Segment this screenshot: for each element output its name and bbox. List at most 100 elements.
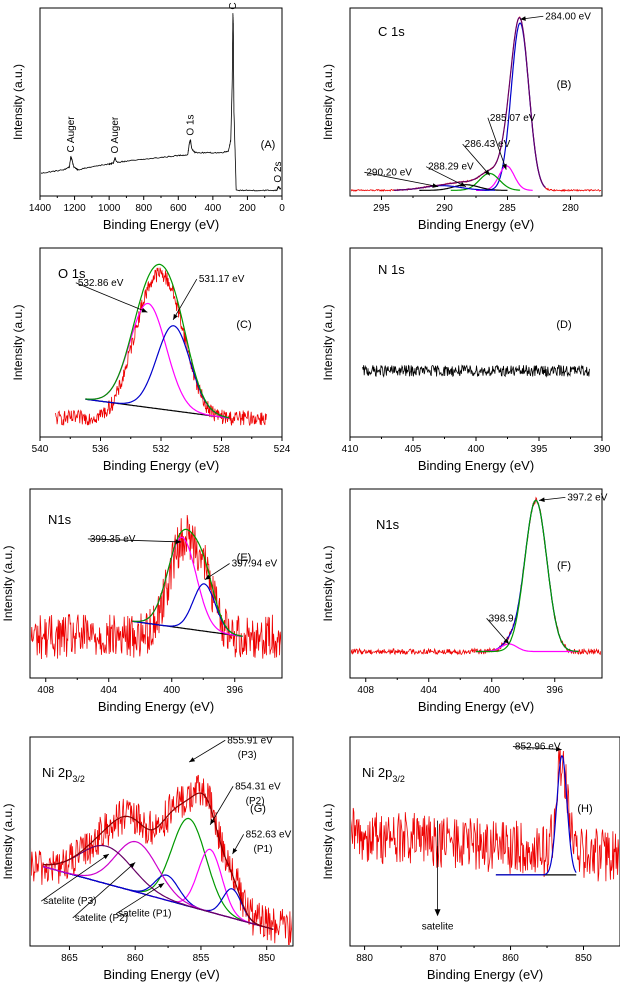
annotation-label: satelite (P2) (75, 913, 128, 924)
annotation-label: (P2) (246, 796, 265, 807)
series-line (132, 536, 243, 637)
arrow-head (484, 169, 490, 176)
x-tick-label: 404 (100, 685, 117, 696)
x-tick-label: 395 (531, 444, 548, 455)
panel-title: N1s (48, 512, 72, 527)
peak-label: C Auger (66, 116, 77, 153)
panel-title: C 1s (378, 24, 405, 39)
x-tick-label: 396 (546, 685, 563, 696)
plot-frame (349, 736, 620, 947)
plot-area (351, 16, 601, 193)
annotation-arrow (188, 739, 226, 763)
annotation-arrow (462, 143, 491, 176)
annotation-arrow (425, 166, 467, 187)
arrow-head (503, 638, 510, 644)
panel-title: O 1s (58, 266, 86, 281)
annotation-arrow (72, 862, 136, 919)
arrow-head (210, 818, 215, 825)
x-axis-label: Binding Energy (eV) (418, 458, 534, 473)
arrow-head (232, 848, 238, 855)
panel-E: 408 404 400 396 Binding Energy (eV) Intensity… (1, 488, 283, 714)
x-tick-label: 285 (499, 203, 516, 214)
x-tick-label: 290 (436, 203, 453, 214)
x-tick-label: 405 (405, 444, 422, 455)
plot-area (31, 774, 292, 945)
annotation-label: 399.35 eV (90, 534, 136, 545)
arrow-head (432, 183, 439, 188)
x-axis-label: Binding Energy (eV) (427, 967, 543, 982)
arrow-head (539, 497, 545, 503)
panel-label: (E) (237, 552, 252, 564)
plot-frame (39, 7, 283, 197)
annotation-label: 532.86 eV (78, 278, 124, 289)
x-tick-label: 400 (205, 203, 222, 214)
x-tick-label: 860 (127, 953, 144, 964)
panel-A: 1400 1200 1000 800 600 400 200 0 Binding Energy … (11, 0, 285, 232)
x-tick-label: 860 (502, 953, 519, 964)
annotation-label: 290.20 eV (366, 167, 412, 178)
annotation-label: (P3) (238, 750, 257, 761)
series-line (476, 499, 579, 653)
x-tick-label: 865 (61, 953, 78, 964)
series-line (394, 16, 546, 191)
series-line (41, 13, 281, 192)
panel-label: (D) (556, 319, 571, 331)
annotation-label: 285.07 eV (490, 113, 536, 124)
series-line (85, 302, 230, 419)
arrow-head (555, 746, 562, 752)
panel-label: (F) (557, 560, 571, 572)
plot-area (362, 364, 590, 378)
peak-label: C 1s (228, 0, 239, 10)
x-tick-label: 870 (429, 953, 446, 964)
series-line (351, 16, 601, 193)
annotation-arrow (209, 786, 234, 825)
x-tick-label: 295 (373, 203, 390, 214)
annotation-arrow (364, 171, 439, 187)
x-tick-label: 280 (562, 203, 579, 214)
arrow-head (141, 307, 148, 313)
x-tick-label: 408 (37, 685, 54, 696)
annotation-arrow (486, 618, 510, 645)
plot-frame (29, 736, 294, 947)
panel-C: 540 536 532 528 524 Binding Energy (eV) Intens… (11, 247, 291, 473)
series-line (476, 643, 579, 653)
y-axis-label: Intensity (a.u.) (321, 545, 335, 621)
annotation-arrow (172, 278, 198, 321)
x-tick-label: 390 (594, 444, 611, 455)
x-tick-label: 410 (342, 444, 359, 455)
series-line (476, 499, 579, 653)
x-tick-label: 400 (483, 685, 500, 696)
x-axis-label: Binding Energy (eV) (98, 699, 214, 714)
panel-label: (G) (250, 803, 266, 815)
annotation-label: 398.9 (489, 613, 514, 624)
panel-title: N1s (376, 517, 400, 532)
arrow-head (173, 313, 178, 320)
x-tick-label: 540 (32, 444, 49, 455)
x-tick-label: 800 (135, 203, 152, 214)
panel-label: (H) (577, 803, 592, 815)
x-tick-label: 404 (420, 685, 437, 696)
series-line (476, 22, 546, 191)
plot-area (41, 13, 281, 192)
annotation-arrow (75, 282, 148, 313)
y-axis-label: Intensity (a.u.) (1, 545, 15, 621)
x-tick-label: 200 (239, 203, 256, 214)
arrow-head (459, 182, 466, 187)
panel-label: (C) (236, 319, 251, 331)
plot-area (351, 496, 601, 656)
arrow-head (204, 574, 211, 580)
arrow-head (502, 163, 507, 170)
x-tick-label: 850 (575, 953, 592, 964)
panel-title: Ni 2p3/2 (42, 765, 85, 784)
y-axis-label: Intensity (a.u.) (1, 803, 15, 879)
x-tick-label: 532 (153, 444, 170, 455)
annotation-label: satelite (P3) (43, 896, 96, 907)
x-tick-label: 855 (193, 953, 210, 964)
series-line (31, 514, 281, 660)
x-tick-label: 1400 (29, 203, 52, 214)
x-axis-label: Binding Energy (eV) (418, 217, 534, 232)
y-axis-label: Intensity (a.u.) (321, 304, 335, 380)
panel-G: 865 860 855 850 Binding Energy (eV) Intensity… (1, 735, 294, 982)
x-axis-label: Binding Energy (eV) (103, 458, 219, 473)
x-tick-label: 600 (170, 203, 187, 214)
